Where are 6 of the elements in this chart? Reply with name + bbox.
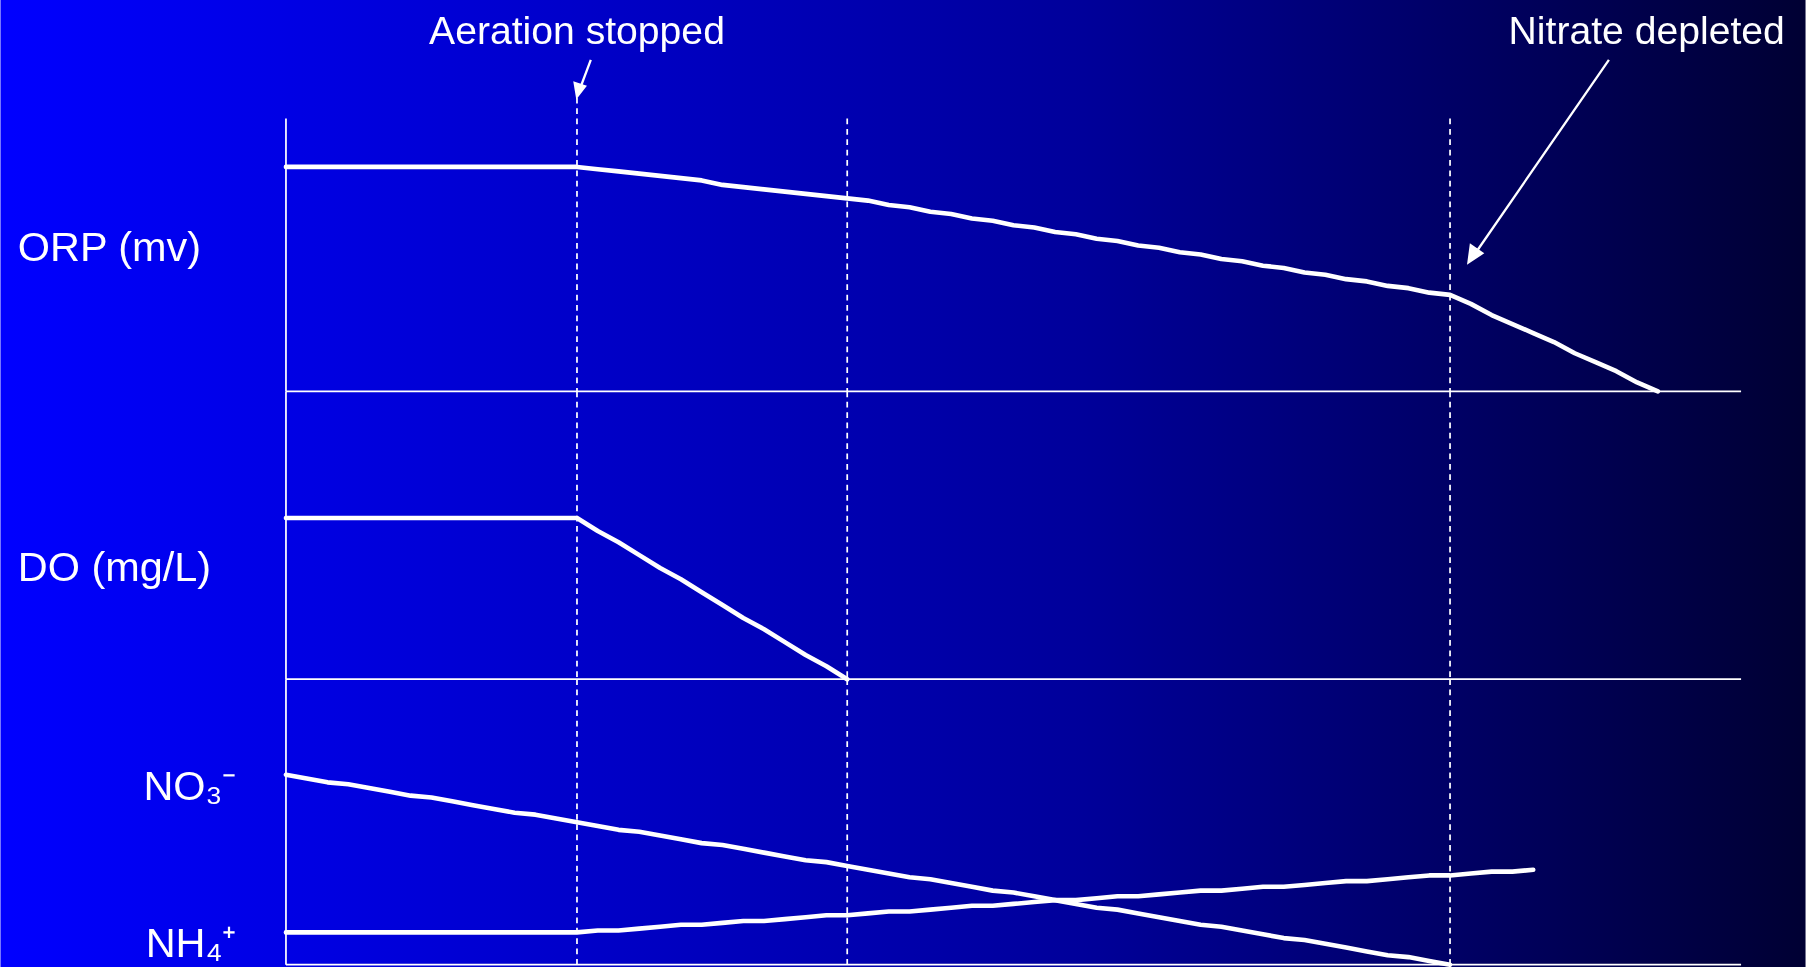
y-axis-title: ORP (mv) bbox=[17, 223, 202, 271]
text: Aeration stopped bbox=[429, 8, 725, 52]
y-axis-title: DO (mg/L) bbox=[17, 542, 212, 590]
series-label: NO₃⁻ bbox=[143, 761, 237, 809]
series-label: NH₄⁺ bbox=[145, 919, 237, 967]
text: Nitrate depleted bbox=[1508, 8, 1785, 52]
